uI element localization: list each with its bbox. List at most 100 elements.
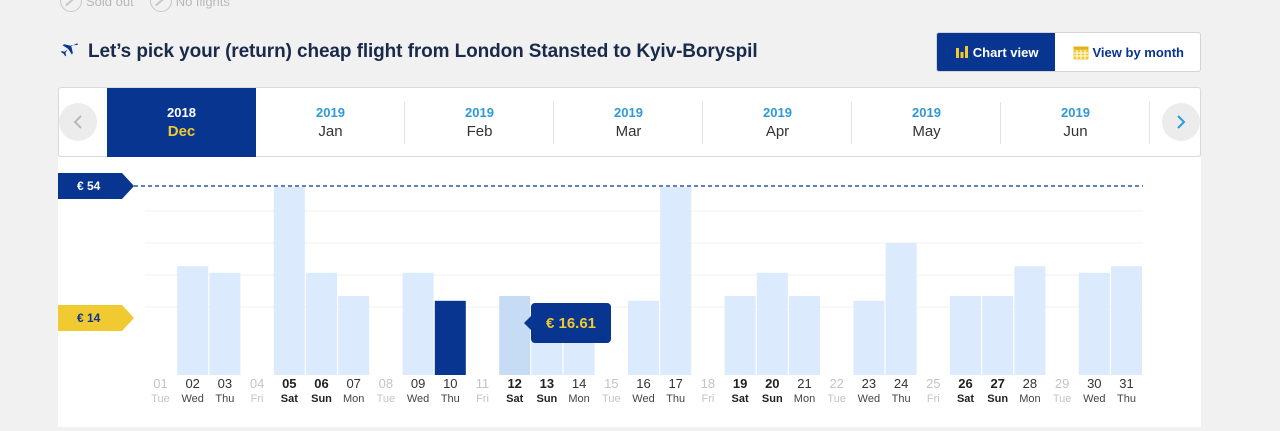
day-number: 31	[1119, 376, 1134, 391]
prev-month-button[interactable]	[59, 103, 97, 141]
price-bar[interactable]	[885, 243, 917, 375]
month-name: Dec	[167, 123, 196, 140]
day-label[interactable]: 23 Wed	[853, 376, 885, 406]
day-label[interactable]: 20 Sun	[756, 376, 788, 406]
day-label[interactable]: 24 Thu	[885, 376, 917, 406]
month-tab-apr-2019[interactable]: 2019 Apr	[703, 88, 852, 157]
day-label[interactable]: 30 Wed	[1078, 376, 1110, 406]
day-label[interactable]: 21 Mon	[789, 376, 821, 406]
day-number: 25	[926, 376, 941, 391]
day-label[interactable]: 06 Sun	[306, 376, 338, 406]
chart-view-button[interactable]: Chart view	[936, 33, 1055, 71]
day-label[interactable]: 02 Wed	[177, 376, 209, 406]
day-weekday: Fri	[701, 393, 715, 405]
day-weekday: Wed	[406, 393, 430, 405]
day-label[interactable]: 09 Wed	[402, 376, 434, 406]
day-number: 01	[153, 376, 168, 391]
day-number: 19	[732, 376, 748, 391]
view-by-month-label: View by month	[1092, 44, 1185, 60]
page-title: Let’s pick your (return) cheap flight fr…	[88, 41, 758, 62]
day-label[interactable]: 19 Sat	[724, 376, 756, 406]
day-label[interactable]: 16 Wed	[628, 376, 660, 406]
price-bar[interactable]	[338, 295, 370, 375]
price-bar[interactable]	[756, 272, 788, 375]
calendar-icon	[1073, 46, 1088, 59]
month-tab-jan-2019[interactable]: 2019 Jan	[256, 88, 405, 157]
month-year: 2019	[763, 105, 792, 120]
day-label[interactable]: 07 Mon	[338, 376, 370, 406]
day-label[interactable]: 10 Thu	[434, 376, 466, 406]
day-number: 29	[1054, 376, 1070, 391]
price-bar[interactable]	[434, 300, 466, 375]
price-bar[interactable]	[1078, 272, 1110, 375]
day-label[interactable]: 03 Thu	[209, 376, 241, 406]
day-number: 02	[185, 376, 200, 391]
day-label: 25 Fri	[917, 376, 949, 406]
day-label[interactable]: 14 Mon	[563, 376, 595, 406]
day-weekday: Tue	[376, 393, 396, 405]
day-weekday: Thu	[440, 393, 460, 405]
price-bar[interactable]	[1014, 266, 1046, 375]
day-weekday: Sat	[731, 393, 749, 405]
month-tab-jun-2019[interactable]: 2019 Jun	[1001, 88, 1150, 157]
day-number: 13	[539, 376, 555, 391]
price-bar[interactable]	[853, 300, 885, 375]
day-weekday: Thu	[666, 393, 686, 405]
chart-view-label: Chart view	[972, 44, 1039, 60]
day-label[interactable]: 13 Sun	[531, 376, 563, 406]
day-label[interactable]: 31 Thu	[1111, 376, 1143, 406]
day-weekday: Wed	[632, 393, 655, 405]
day-weekday: Fri	[926, 393, 940, 405]
day-label: 29 Tue	[1046, 376, 1078, 406]
min-price-tag: € 14	[58, 305, 134, 331]
month-tab-mar-2019[interactable]: 2019 Mar	[554, 88, 703, 157]
day-weekday: Wed	[1083, 393, 1106, 405]
month-tab-dec-2018[interactable]: 2018 Dec	[107, 88, 256, 157]
price-bar[interactable]	[273, 187, 305, 375]
month-tab-may-2019[interactable]: 2019 May	[852, 88, 1001, 157]
month-year: 2019	[1061, 105, 1090, 120]
view-by-month-button[interactable]: View by month	[1055, 33, 1200, 71]
day-number: 22	[829, 376, 844, 391]
day-label: 04 Fri	[241, 376, 273, 406]
day-label: 01 Tue	[145, 376, 177, 406]
price-bar[interactable]	[660, 187, 692, 375]
day-weekday: Thu	[215, 393, 235, 405]
day-label[interactable]: 28 Mon	[1014, 376, 1046, 406]
price-bar[interactable]	[982, 295, 1014, 375]
price-bar[interactable]	[724, 295, 756, 375]
month-name: Apr	[765, 123, 790, 140]
legend-sold-out: Sold out	[60, 0, 134, 12]
month-year: 2018	[167, 105, 196, 120]
day-weekday: Mon	[1019, 393, 1041, 405]
day-number: 24	[893, 376, 909, 391]
day-number: 07	[346, 376, 361, 391]
month-name: Jan	[318, 123, 343, 140]
bar-chart-icon	[955, 46, 968, 58]
day-label[interactable]: 26 Sat	[950, 376, 982, 406]
month-name: Jun	[1063, 123, 1088, 140]
price-bar[interactable]	[306, 272, 337, 375]
price-bar[interactable]	[950, 295, 981, 375]
price-bar[interactable]	[177, 266, 209, 375]
day-label[interactable]: 27 Sun	[982, 376, 1014, 406]
day-weekday: Wed	[181, 393, 204, 405]
price-bar[interactable]	[1111, 266, 1142, 375]
price-bar[interactable]	[402, 272, 434, 375]
day-label[interactable]: 05 Sat	[273, 376, 305, 406]
day-weekday: Sun	[761, 393, 783, 405]
day-label[interactable]: 17 Thu	[660, 376, 692, 406]
price-bar[interactable]	[789, 295, 820, 375]
day-number: 09	[410, 376, 426, 391]
price-bar[interactable]	[499, 295, 531, 375]
day-weekday: Wed	[857, 393, 881, 405]
month-year: 2019	[465, 105, 494, 120]
price-bar[interactable]	[209, 272, 241, 375]
day-weekday: Sat	[506, 393, 524, 405]
next-month-button[interactable]	[1162, 103, 1200, 141]
month-tab-feb-2019[interactable]: 2019 Feb	[405, 88, 554, 157]
month-year: 2019	[912, 105, 941, 120]
day-label[interactable]: 12 Sat	[499, 376, 531, 406]
day-weekday: Sun	[311, 393, 332, 405]
price-bar[interactable]	[628, 300, 659, 375]
